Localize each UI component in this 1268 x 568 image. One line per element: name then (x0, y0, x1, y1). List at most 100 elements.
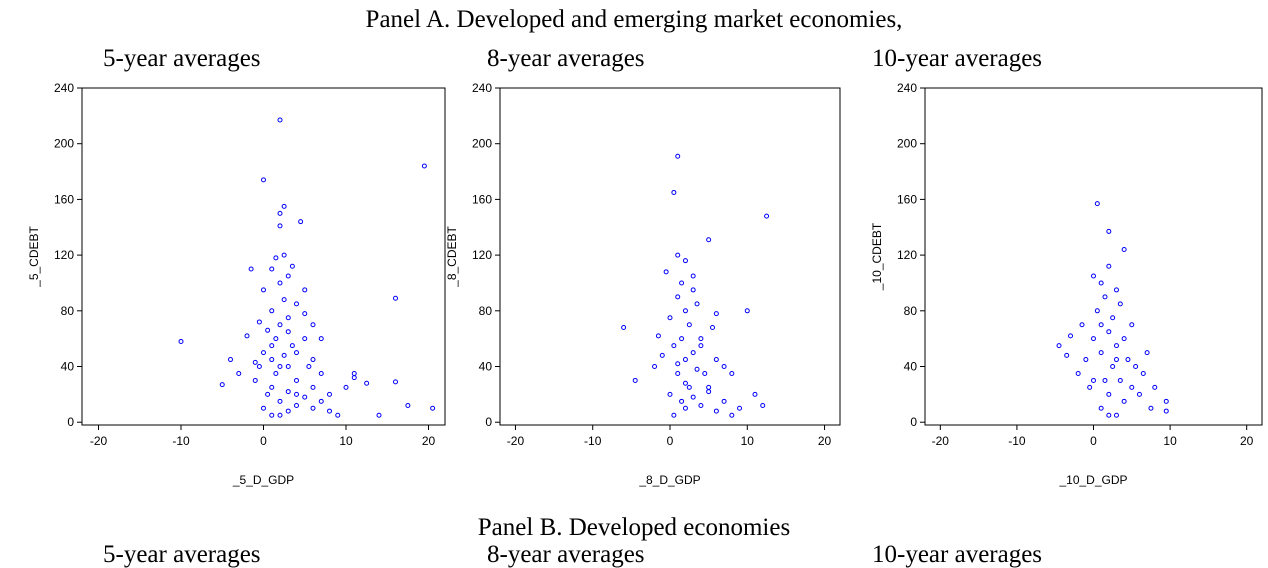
y-tick-label: 200 (54, 137, 74, 151)
point (285, 364, 291, 370)
point (269, 308, 275, 314)
y-tick-label: 80 (479, 304, 493, 318)
chart-title: 5-year averages (103, 45, 261, 72)
x-tick-label: 10 (741, 434, 755, 448)
point (713, 408, 719, 414)
point (261, 405, 266, 411)
point (405, 403, 411, 409)
point (281, 297, 287, 303)
point (393, 379, 398, 385)
panel-a-title: Panel A. Developed and emerging market e… (366, 6, 903, 33)
point (421, 163, 427, 169)
point (706, 237, 712, 243)
point (1121, 398, 1127, 404)
y-tick-label: 40 (904, 360, 918, 374)
point (698, 343, 704, 349)
point (1091, 273, 1096, 279)
point (294, 301, 299, 307)
point (281, 203, 287, 209)
point (744, 308, 750, 314)
point (277, 412, 283, 418)
point (1121, 247, 1127, 253)
point (327, 408, 332, 414)
point (698, 336, 704, 342)
point (1129, 322, 1135, 328)
point (285, 315, 291, 321)
point (269, 384, 275, 390)
y-tick-label: 80 (61, 304, 75, 318)
x-tick-label: -20 (90, 434, 108, 448)
y-tick-label: 40 (479, 360, 493, 374)
point (1136, 391, 1142, 397)
y-tick-label: 240 (472, 81, 492, 95)
chart-title: 8-year averages (487, 45, 645, 72)
point (1113, 412, 1119, 418)
point (729, 370, 735, 376)
point (690, 350, 696, 356)
point (273, 370, 279, 376)
x-tick-label: -10 (1008, 434, 1026, 448)
y-tick-label: 160 (54, 192, 74, 206)
point (1121, 336, 1127, 342)
point (1163, 398, 1169, 404)
point (1098, 280, 1104, 286)
x-tick-label: 20 (1240, 434, 1254, 448)
point (277, 364, 283, 370)
point (667, 315, 673, 321)
point (694, 301, 700, 307)
point (1117, 301, 1123, 307)
point (764, 213, 770, 219)
plot-frame (499, 87, 841, 426)
y-tick-label: 240 (897, 81, 917, 95)
point (1079, 322, 1085, 328)
point (675, 294, 681, 300)
point (1087, 384, 1093, 390)
point (1094, 201, 1100, 207)
point (269, 412, 275, 418)
point (277, 280, 283, 286)
point (690, 394, 696, 400)
point (261, 287, 266, 293)
point (675, 361, 681, 367)
point (265, 391, 271, 397)
y-tick-label: 120 (897, 248, 917, 262)
x-axis-label: _8_D_GDP (638, 473, 700, 487)
point (659, 352, 665, 358)
point (256, 364, 262, 370)
point (686, 384, 692, 390)
point (277, 322, 283, 328)
point (1064, 352, 1070, 358)
point (219, 382, 225, 388)
point (1117, 377, 1123, 383)
point (679, 398, 685, 404)
y-tick-label: 120 (472, 248, 492, 262)
x-tick-label: 0 (667, 434, 674, 448)
point (1083, 357, 1089, 363)
point (632, 377, 638, 383)
point (671, 412, 677, 418)
point (663, 269, 669, 275)
x-tick-label: 20 (422, 434, 436, 448)
point (1075, 370, 1081, 376)
point (698, 403, 704, 409)
point (1144, 350, 1150, 356)
point (1133, 364, 1139, 370)
y-axis-label: _5_CDEBT (27, 225, 41, 287)
y-tick-label: 0 (910, 415, 917, 429)
point (261, 350, 266, 356)
point (1140, 370, 1146, 376)
point (351, 370, 357, 376)
x-axis-label: _10_D_GDP (1058, 473, 1127, 487)
y-tick-label: 80 (904, 304, 918, 318)
point (393, 295, 398, 301)
point (675, 153, 681, 159)
point (178, 338, 184, 344)
point (679, 280, 685, 286)
point (318, 370, 324, 376)
point (289, 263, 295, 269)
point (281, 252, 287, 258)
point (760, 403, 766, 409)
x-tick-label: -10 (584, 434, 602, 448)
point (675, 370, 681, 376)
y-tick-label: 240 (54, 81, 74, 95)
